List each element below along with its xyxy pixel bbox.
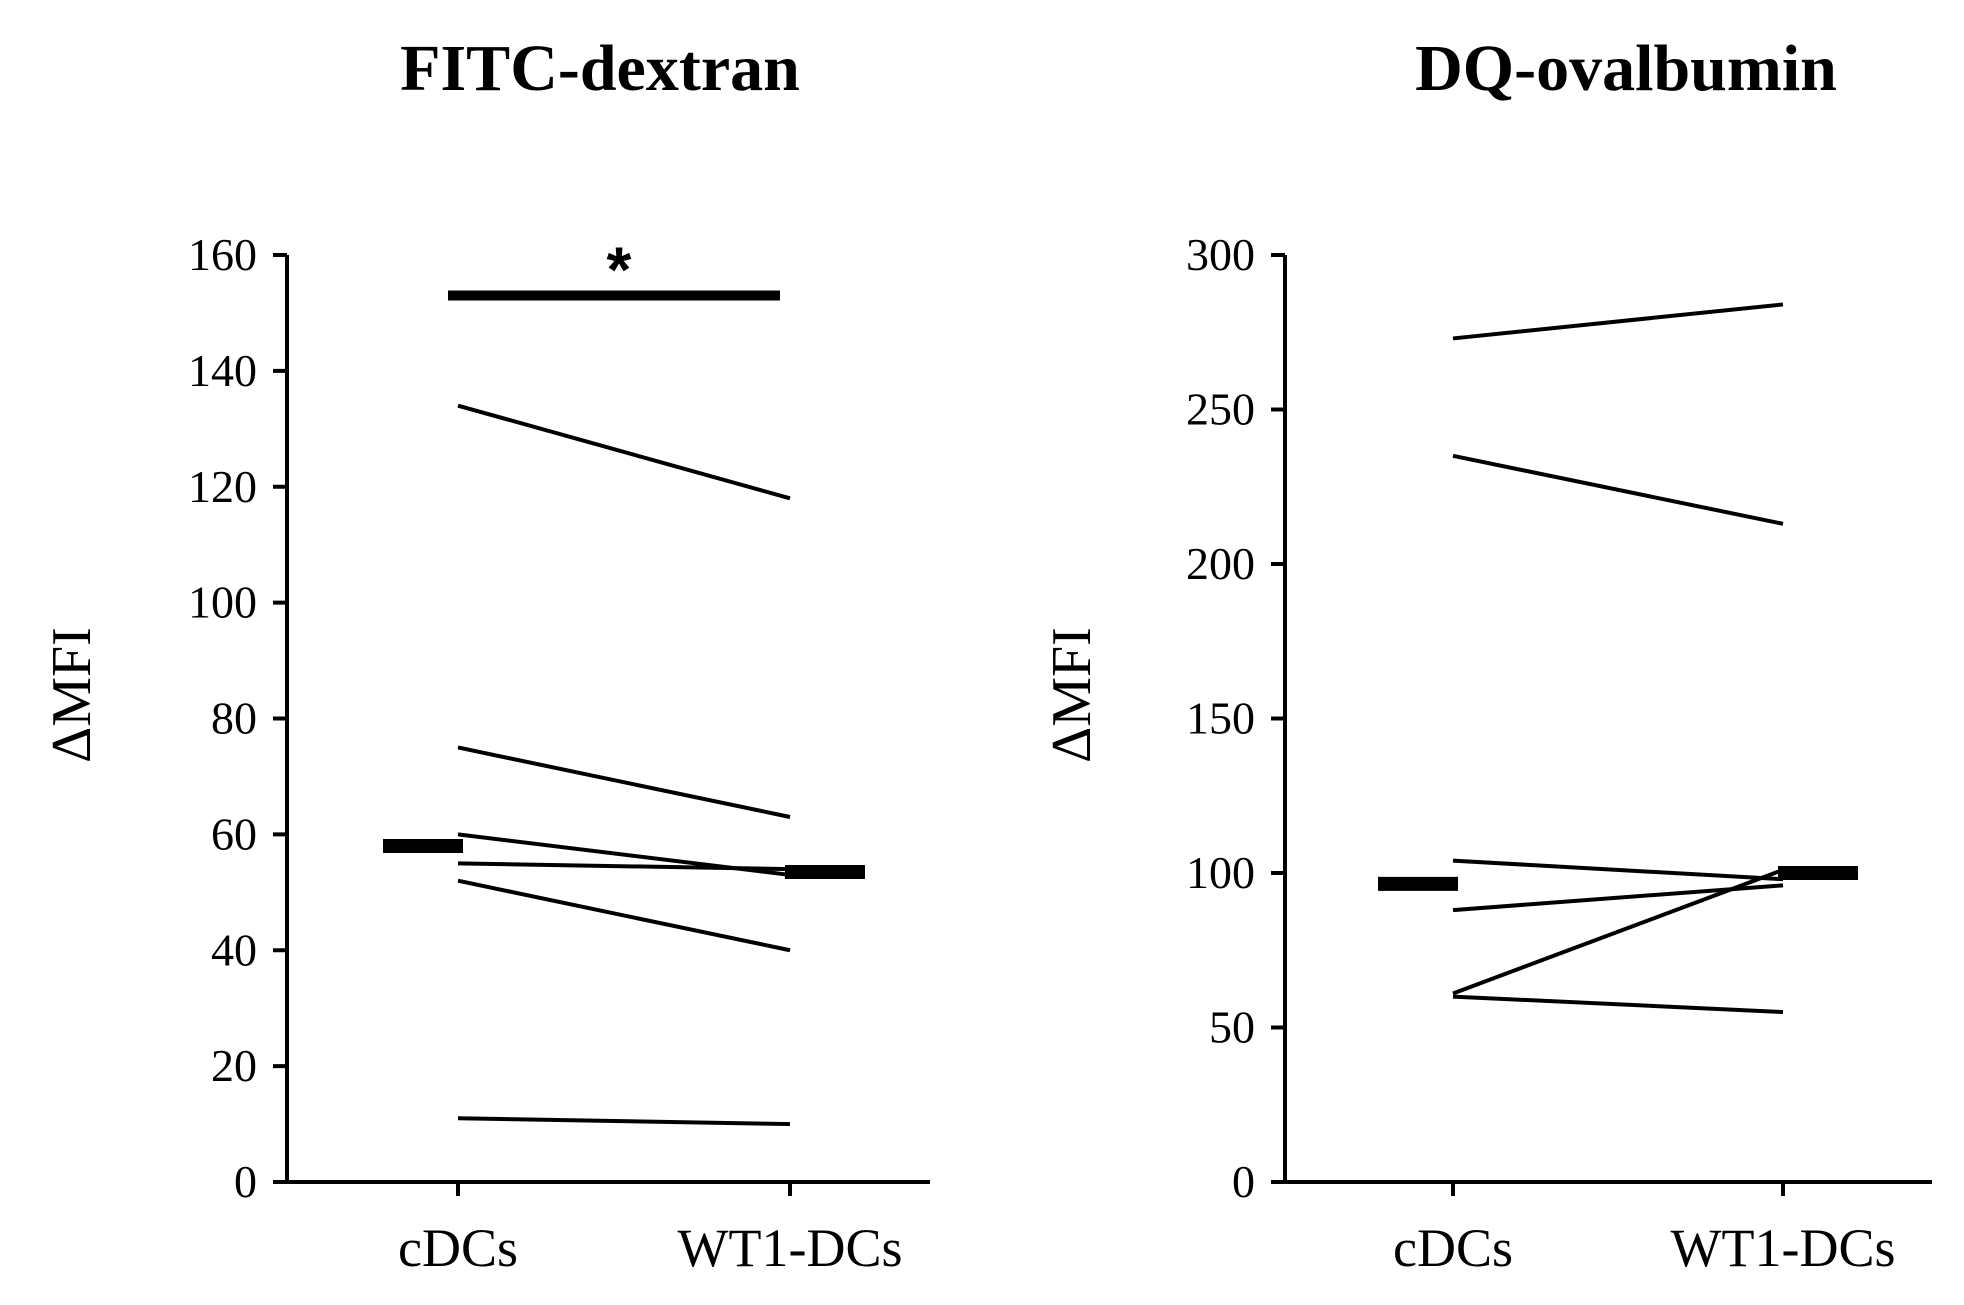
y-tick-label: 60 (211, 808, 257, 859)
y-tick-label: 50 (1209, 1002, 1255, 1053)
series-line (457, 403, 791, 501)
y-tick-label: 250 (1186, 384, 1255, 435)
panel-fitc-dextran: FITC-dextran ΔMFI 0 20 40 60 80 100 120 140 160 cDC… (41, 32, 930, 1278)
series-line (1452, 868, 1784, 996)
series-line (1452, 994, 1784, 1015)
y-tick-label: 300 (1186, 229, 1255, 280)
y-tick-label: 160 (188, 229, 257, 280)
y-tick-label: 200 (1186, 538, 1255, 589)
x-tick-label: cDCs (398, 1218, 518, 1278)
series-line (457, 1116, 791, 1127)
series-line (457, 745, 791, 819)
y-tick-label: 150 (1186, 693, 1255, 744)
x-tick-label: WT1-DCs (1671, 1218, 1896, 1278)
significance-star: * (607, 234, 632, 306)
y-tick-label: 0 (1232, 1156, 1255, 1207)
series-line (457, 861, 791, 872)
y-tick-label: 40 (211, 924, 257, 975)
chart-title: FITC-dextran (400, 32, 800, 105)
x-tick-label: WT1-DCs (678, 1218, 903, 1278)
y-tick-label: 0 (234, 1156, 257, 1207)
y-axis-title: ΔMFI (41, 627, 103, 763)
series-line (457, 878, 791, 953)
series-line (1452, 858, 1784, 882)
x-tick-label: cDCs (1393, 1218, 1513, 1278)
y-tick-label: 100 (1186, 847, 1255, 898)
y-axis-title: ΔMFI (1041, 627, 1103, 763)
y-tick-label: 140 (188, 345, 257, 396)
y-tick-label: 120 (188, 461, 257, 512)
series-line (1452, 453, 1784, 526)
y-tick-label: 80 (211, 693, 257, 744)
y-tick-label: 20 (211, 1040, 257, 1091)
chart-title: DQ-ovalbumin (1415, 32, 1837, 105)
panel-dq-ovalbumin: DQ-ovalbumin ΔMFI 0 50 100 150 200 250 300 cDCs WT… (1041, 32, 1932, 1278)
y-tick-label: 100 (188, 577, 257, 628)
series-line (1452, 302, 1784, 341)
